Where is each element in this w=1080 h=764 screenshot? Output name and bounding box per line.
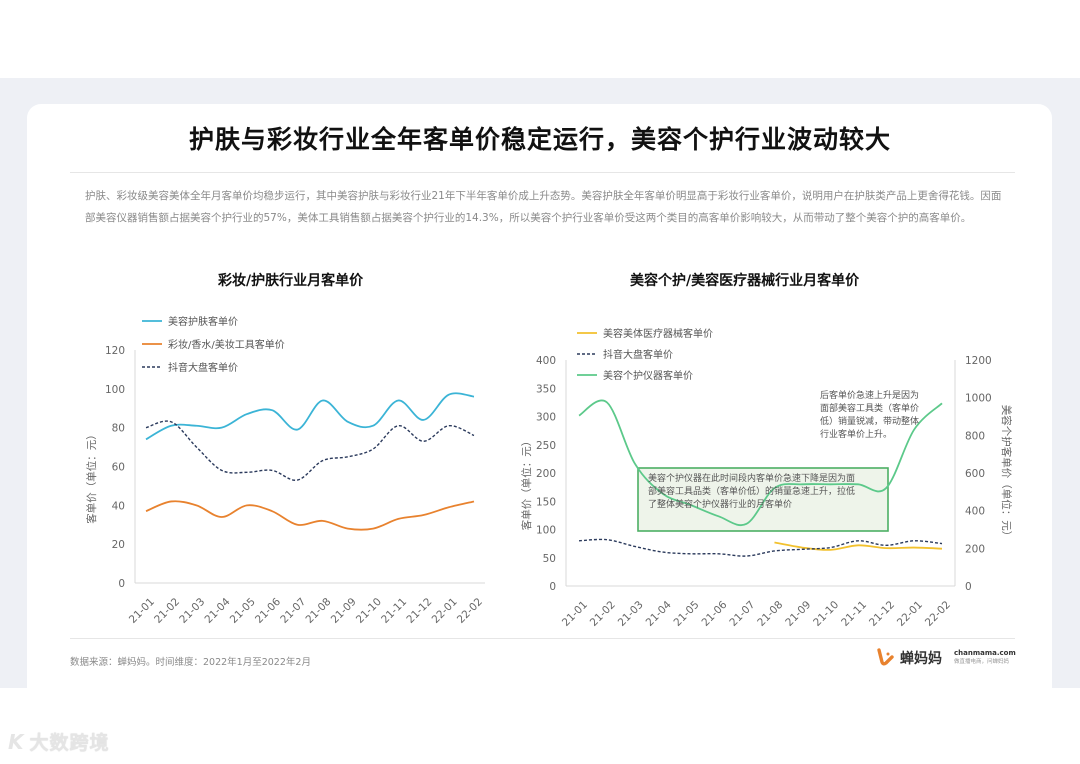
y-tick-label: 0 (549, 581, 556, 593)
y-tick-label: 300 (536, 412, 556, 424)
y-tick-label: 40 (112, 500, 125, 512)
title-divider (70, 172, 1015, 173)
annotation-text: 后客单价急速上升是因为 (820, 389, 919, 401)
y-right-tick-label: 800 (965, 430, 985, 442)
y-right-tick-label: 600 (965, 468, 985, 480)
right-chart-title: 美容个护/美容医疗器械行业月客单价 (630, 273, 860, 289)
annotation-text: 面部美容工具类（客单价 (820, 402, 919, 414)
annotation-text: 了整体美容个护仪器行业的月客单价 (648, 498, 792, 510)
y-tick-label: 100 (105, 384, 125, 396)
y-right-tick-label: 1000 (965, 393, 992, 405)
x-tick-label: 21-06 (253, 596, 283, 626)
y-right-tick-label: 400 (965, 506, 985, 518)
y-tick-label: 120 (105, 345, 125, 357)
x-tick-label: 22-02 (455, 596, 485, 626)
y-tick-label: 250 (536, 440, 556, 452)
annotation-text: 行业客单价上升。 (820, 428, 892, 440)
watermark: K 大数跨境 (8, 728, 110, 755)
x-tick-label: 21-07 (727, 599, 757, 629)
annotation-box (637, 467, 889, 532)
x-tick-label: 21-09 (329, 596, 359, 626)
x-tick-label: 21-03 (616, 599, 646, 629)
data-source-note: 数据来源：蝉妈妈。时间维度：2022年1月至2022年2月 (70, 657, 311, 668)
y-axis-title: 客单价（单位：元） (520, 436, 533, 531)
y-tick-label: 60 (112, 462, 125, 474)
x-tick-label: 21-12 (867, 599, 897, 629)
x-tick-label: 21-05 (228, 596, 258, 626)
watermark-logo-icon: K (8, 729, 24, 754)
y-tick-label: 400 (536, 355, 556, 367)
x-tick-label: 21-03 (177, 596, 207, 626)
watermark-text: 大数跨境 (29, 732, 110, 754)
legend-label: 美容美体医疗器械客单价 (603, 327, 713, 340)
left-chart-title: 彩妆/护肤行业月客单价 (218, 273, 364, 289)
legend-label: 彩妆/香水/美妆工具客单价 (168, 338, 285, 351)
y-right-tick-label: 0 (965, 581, 972, 593)
series-line-0 (145, 392, 475, 441)
logo-name: 蝉妈妈 (900, 651, 942, 667)
x-tick-label: 21-10 (811, 599, 841, 629)
logo-slogan: 做直播电商，问蝉妈妈 (954, 659, 1010, 665)
annotation-text: 美容个护仪器在此时间段内客单价急速下降是因为面 (648, 472, 855, 484)
y-tick-label: 50 (543, 553, 556, 565)
x-tick-label: 21-08 (755, 599, 785, 629)
x-tick-label: 21-05 (672, 599, 702, 629)
y-right-tick-label: 1200 (965, 355, 992, 367)
x-tick-label: 21-10 (354, 596, 384, 626)
x-tick-label: 21-11 (839, 599, 869, 629)
x-tick-label: 21-08 (303, 596, 333, 626)
slide-card (27, 104, 1052, 688)
x-tick-label: 21-09 (783, 599, 813, 629)
y-tick-label: 0 (118, 578, 125, 590)
x-tick-label: 22-01 (430, 596, 460, 626)
y-tick-label: 20 (112, 539, 125, 551)
x-tick-label: 21-02 (152, 596, 182, 626)
y-right-tick-label: 200 (965, 543, 985, 555)
annotation-text: 低）销量锐减，带动整体 (820, 415, 919, 427)
x-tick-label: 21-12 (404, 596, 434, 626)
chart-0: 020406080100120客单价（单位：元）21-0121-0221-032… (85, 315, 485, 626)
footer-divider (70, 638, 1015, 639)
page-title: 护肤与彩妆行业全年客单价稳定运行，美容个护行业波动较大 (188, 125, 891, 154)
x-tick-label: 21-07 (278, 596, 308, 626)
annotation-text: 部美容工具品类（客单价低）的销量急速上升，拉低 (648, 485, 855, 497)
summary-paragraph: 护肤、彩妆级美容美体全年月客单价均稳步运行，其中美容护肤与彩妆行业21年下半年客… (85, 190, 1002, 224)
x-tick-label: 21-11 (379, 596, 409, 626)
logo-domain: chanmama.com (954, 649, 1016, 657)
y-right-axis-title: 美容个护客单价（单位：元） (1000, 405, 1013, 542)
legend-label: 美容护肤客单价 (168, 315, 238, 328)
y-axis-title: 客单价（单位：元） (85, 429, 98, 524)
chanmama-logo-icon (877, 648, 894, 666)
x-tick-label: 21-01 (127, 596, 157, 626)
chanmama-logo: 蝉妈妈 chanmama.com 做直播电商，问蝉妈妈 (876, 648, 1016, 668)
y-tick-label: 150 (536, 496, 556, 508)
series-line-2 (578, 399, 943, 527)
series-line-2 (145, 420, 475, 481)
y-tick-label: 100 (536, 525, 556, 537)
x-tick-label: 21-06 (699, 599, 729, 629)
legend-label: 抖音大盘客单价 (603, 348, 673, 361)
y-tick-label: 200 (536, 468, 556, 480)
x-tick-label: 21-04 (203, 596, 233, 626)
legend-label: 抖音大盘客单价 (168, 361, 238, 374)
series-line-0 (774, 541, 943, 551)
legend-label: 美容个护仪器客单价 (603, 369, 693, 382)
x-tick-label: 21-02 (588, 599, 618, 629)
y-tick-label: 350 (536, 383, 556, 395)
x-tick-label: 21-01 (560, 599, 590, 629)
series-line-1 (145, 500, 475, 531)
x-tick-label: 22-01 (895, 599, 925, 629)
x-tick-label: 22-02 (923, 599, 953, 629)
y-tick-label: 80 (112, 423, 125, 435)
x-tick-label: 21-04 (644, 599, 674, 629)
chart-1: 0 50 100 150 200 250 300 350 400 0 200 400 600 800 100… (520, 327, 1013, 629)
